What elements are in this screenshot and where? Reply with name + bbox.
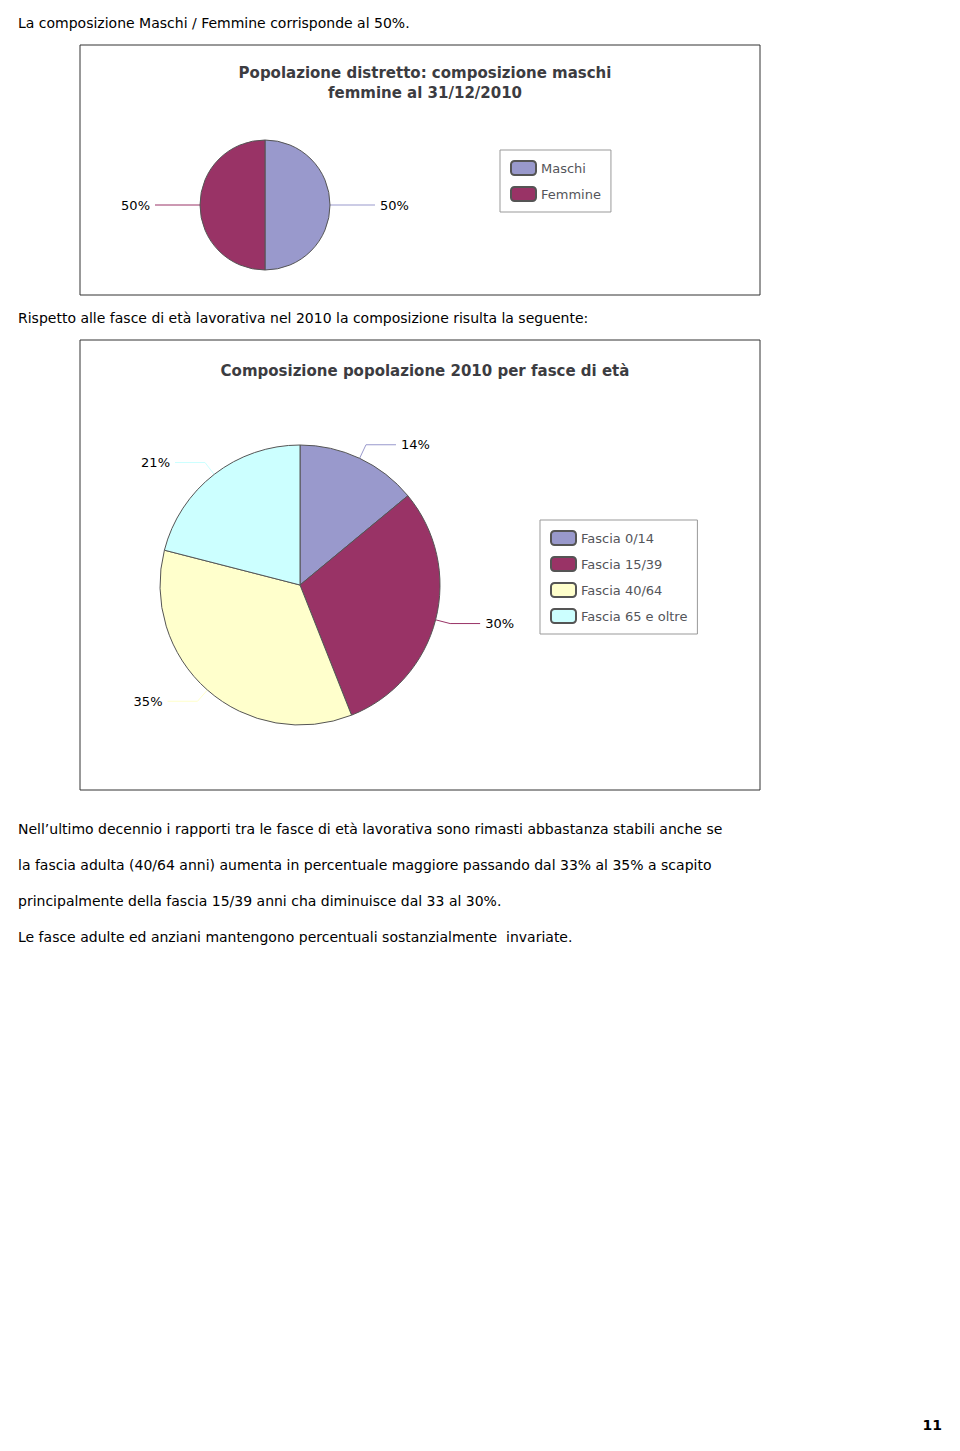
svg-text:Fascia 0/14: Fascia 0/14	[581, 531, 654, 546]
svg-text:21%: 21%	[141, 455, 170, 470]
svg-text:30%: 30%	[485, 616, 514, 631]
svg-text:femmine al 31/12/2010: femmine al 31/12/2010	[328, 84, 522, 102]
svg-text:Fascia 65 e oltre: Fascia 65 e oltre	[581, 609, 687, 624]
svg-text:Nell’ultimo decennio i rapport: Nell’ultimo decennio i rapporti tra le f…	[18, 821, 722, 837]
svg-text:14%: 14%	[401, 437, 430, 452]
svg-text:Composizione popolazione 2010: Composizione popolazione 2010 per fasce …	[221, 362, 630, 380]
svg-text:11: 11	[923, 1417, 942, 1433]
svg-text:Rispetto alle fasce di età lav: Rispetto alle fasce di età lavorativa ne…	[18, 310, 588, 326]
svg-text:Fascia 40/64: Fascia 40/64	[581, 583, 662, 598]
svg-text:50%: 50%	[121, 198, 150, 213]
svg-text:La composizione Maschi / Femmi: La composizione Maschi / Femmine corrisp…	[18, 15, 410, 31]
svg-text:principalmente della fascia 15: principalmente della fascia 15/39 anni c…	[18, 893, 501, 909]
svg-text:Fascia 15/39: Fascia 15/39	[581, 557, 662, 572]
svg-text:50%: 50%	[380, 198, 409, 213]
svg-text:Le fasce adulte ed anziani man: Le fasce adulte ed anziani mantengono pe…	[18, 929, 572, 945]
svg-text:Popolazione distretto: composi: Popolazione distretto: composizione masc…	[239, 64, 612, 82]
svg-text:Maschi: Maschi	[541, 161, 586, 176]
svg-text:35%: 35%	[134, 694, 163, 709]
svg-text:Femmine: Femmine	[541, 187, 601, 202]
svg-text:la fascia adulta (40/64 anni): la fascia adulta (40/64 anni) aumenta in…	[18, 857, 711, 873]
